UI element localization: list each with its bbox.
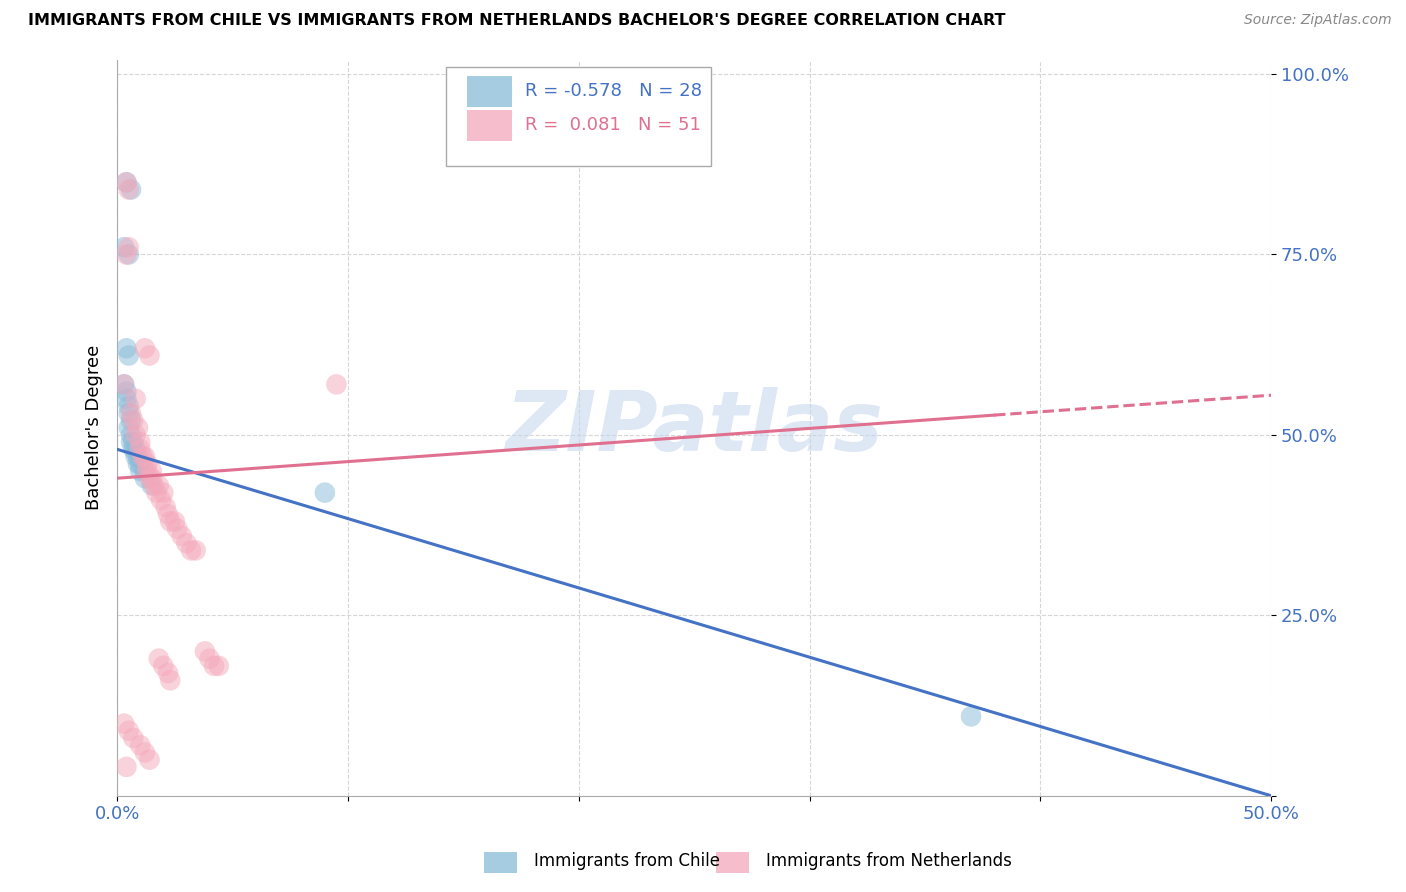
Point — [122, 413, 145, 427]
Point — [148, 478, 170, 492]
Point — [118, 420, 141, 434]
Point — [134, 464, 156, 478]
Point — [202, 658, 225, 673]
Point — [163, 515, 186, 529]
Point — [120, 406, 142, 420]
Point — [170, 529, 193, 543]
Point — [118, 399, 141, 413]
Point — [325, 377, 347, 392]
Point — [159, 673, 181, 688]
Y-axis label: Bachelor's Degree: Bachelor's Degree — [86, 345, 103, 510]
Point — [112, 240, 135, 254]
Point — [118, 247, 141, 261]
Point — [138, 349, 160, 363]
Point — [180, 543, 202, 558]
Point — [134, 471, 156, 485]
Point — [122, 731, 145, 745]
Point — [141, 471, 163, 485]
Point — [118, 240, 141, 254]
Point — [148, 651, 170, 665]
Point — [136, 457, 159, 471]
Point — [131, 450, 153, 464]
Text: Source: ZipAtlas.com: Source: ZipAtlas.com — [1244, 13, 1392, 28]
Point — [145, 485, 167, 500]
Point — [118, 182, 141, 196]
Point — [152, 658, 174, 673]
Point — [134, 341, 156, 355]
Point — [159, 515, 181, 529]
Point — [166, 522, 188, 536]
Point — [124, 450, 146, 464]
Point — [314, 485, 336, 500]
Point — [198, 651, 221, 665]
Point — [112, 716, 135, 731]
Point — [124, 428, 146, 442]
Point — [208, 658, 231, 673]
Text: Immigrants from Chile: Immigrants from Chile — [534, 852, 720, 870]
Point — [120, 428, 142, 442]
Point — [115, 175, 138, 189]
Point — [127, 420, 149, 434]
Point — [150, 492, 173, 507]
Point — [129, 738, 152, 752]
Point — [194, 644, 217, 658]
Point — [156, 508, 179, 522]
Point — [115, 341, 138, 355]
Point — [115, 247, 138, 261]
Point — [155, 500, 177, 514]
Point — [127, 457, 149, 471]
Point — [129, 464, 152, 478]
Point — [120, 182, 142, 196]
Point — [184, 543, 207, 558]
FancyBboxPatch shape — [467, 76, 512, 107]
Point — [138, 753, 160, 767]
Point — [134, 450, 156, 464]
Point — [115, 392, 138, 406]
Point — [118, 349, 141, 363]
Point — [124, 442, 146, 457]
Point — [112, 377, 135, 392]
Point — [156, 666, 179, 681]
Point — [960, 709, 983, 723]
Point — [118, 406, 141, 420]
Point — [176, 536, 198, 550]
Text: R = -0.578   N = 28: R = -0.578 N = 28 — [524, 82, 702, 100]
Point — [129, 435, 152, 450]
Point — [118, 723, 141, 738]
Point — [124, 392, 146, 406]
Point — [120, 435, 142, 450]
Text: ZIPatlas: ZIPatlas — [505, 387, 883, 468]
Point — [115, 384, 138, 399]
Point — [120, 413, 142, 427]
Point — [134, 746, 156, 760]
Point — [112, 377, 135, 392]
Point — [152, 485, 174, 500]
Point — [141, 478, 163, 492]
FancyBboxPatch shape — [467, 110, 512, 141]
Text: R =  0.081   N = 51: R = 0.081 N = 51 — [524, 116, 700, 134]
Point — [129, 442, 152, 457]
Text: Immigrants from Netherlands: Immigrants from Netherlands — [766, 852, 1012, 870]
FancyBboxPatch shape — [446, 67, 711, 166]
Point — [122, 435, 145, 450]
Point — [143, 478, 166, 492]
Point — [141, 464, 163, 478]
Point — [115, 175, 138, 189]
Point — [115, 760, 138, 774]
Point — [129, 457, 152, 471]
Point — [138, 471, 160, 485]
Text: IMMIGRANTS FROM CHILE VS IMMIGRANTS FROM NETHERLANDS BACHELOR'S DEGREE CORRELATI: IMMIGRANTS FROM CHILE VS IMMIGRANTS FROM… — [28, 13, 1005, 29]
Point — [136, 464, 159, 478]
Point — [122, 442, 145, 457]
Point — [127, 450, 149, 464]
